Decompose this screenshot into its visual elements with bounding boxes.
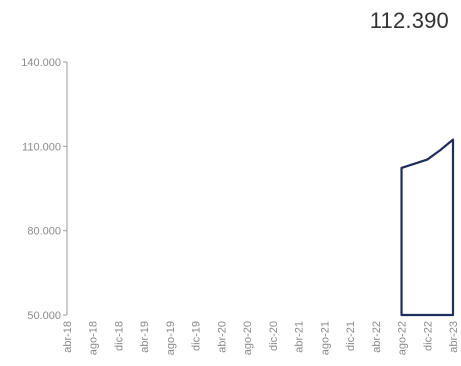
y-tick-label: 50.000 [27,310,61,322]
x-tick-label: dic-19 [191,321,203,351]
x-tick-label: ago-19 [165,321,177,355]
x-tick-label: abr-18 [62,321,74,353]
y-tick-label: 140.000 [21,57,61,69]
x-tick-label: ago-18 [88,321,100,355]
x-tick-label: ago-22 [397,321,409,355]
x-tick-label: ago-21 [319,321,331,355]
series-area [400,138,455,317]
y-tick-label: 110.000 [22,141,61,153]
x-tick-label: ago-20 [242,321,254,355]
x-tick-label: dic-20 [268,321,280,351]
x-tick-label: abr-23 [448,321,460,353]
y-tick-label: 80.000 [27,226,61,238]
x-tick-label: dic-22 [422,321,434,351]
series-area-outline [400,138,455,317]
x-tick-label: abr-22 [371,321,383,353]
x-tick-label: abr-19 [139,321,151,353]
x-tick-label: dic-18 [113,321,125,351]
x-tick-label: dic-21 [345,321,357,351]
x-tick-label: abr-20 [216,321,228,353]
x-axis: abr-18 ago-18 dic-18 abr-19 ago-19 dic-19 abr-… [62,321,460,355]
headline-value: 112.390 [369,8,449,33]
y-axis: 50.000 80.000 110.000 140.000 [21,57,68,322]
x-tick-label: abr-21 [294,321,306,353]
